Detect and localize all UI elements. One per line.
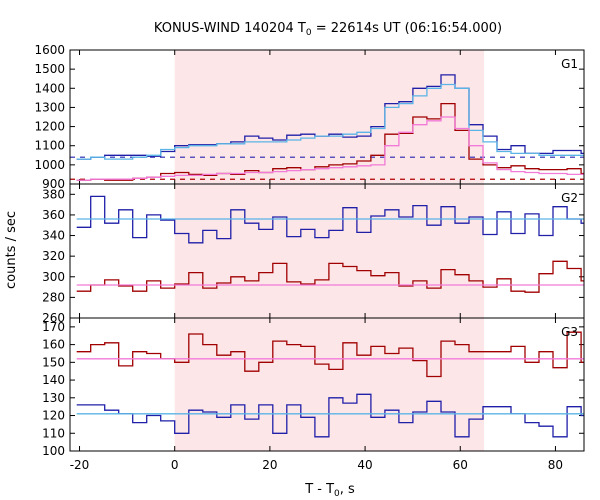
y-tick-label: 280 <box>42 290 65 304</box>
y-tick-label: 360 <box>42 208 65 222</box>
series-lightblue-step-line <box>76 83 584 160</box>
series-blue-step-line <box>76 195 584 244</box>
x-tick-label: 80 <box>548 458 563 472</box>
y-tick-label: 110 <box>42 426 65 440</box>
y-tick-label: 1100 <box>34 139 65 153</box>
y-tick-label: 1400 <box>34 81 65 95</box>
plot-area: 9001000110012001300140015001600G12602803… <box>34 43 585 472</box>
y-tick-label: 170 <box>42 320 65 334</box>
y-tick-label: 300 <box>42 270 65 284</box>
y-tick-label: 1300 <box>34 100 65 114</box>
y-tick-label: 1200 <box>34 120 65 134</box>
panel-label: G2 <box>561 191 578 205</box>
series-pink-step-line <box>76 116 584 181</box>
y-tick-label: 340 <box>42 229 65 243</box>
panel-frame <box>69 317 585 452</box>
x-tick-label: 40 <box>357 458 372 472</box>
series-red-step-line <box>76 260 584 293</box>
y-tick-label: 140 <box>42 373 65 387</box>
x-tick-label: -20 <box>70 458 90 472</box>
x-tick-label: 0 <box>171 458 179 472</box>
x-tick-label: 20 <box>262 458 277 472</box>
y-tick-label: 1500 <box>34 62 65 76</box>
panel-g1: 900 1000 1100 1200 1300 1400 1500 1600 G1 <box>34 43 585 191</box>
panel-g3: 100 110 120 130 140 150 160 170 G3 <box>42 317 585 458</box>
panel-label: G1 <box>561 57 578 71</box>
x-axis-label: T - T0, s <box>304 482 355 499</box>
y-tick-label: 1600 <box>34 43 65 57</box>
series-blue-step-line <box>76 393 584 438</box>
shaded-interval <box>174 50 485 184</box>
y-tick-label: 150 <box>42 355 65 369</box>
panel-label: G3 <box>561 325 578 339</box>
y-tick-label: 380 <box>42 187 65 201</box>
panel-g2: 260 280 300 320 340 360 380 G2 <box>42 183 585 325</box>
y-axis-label: counts / sec <box>4 211 19 289</box>
y-tick-label: 260 <box>42 311 65 325</box>
x-tick-label: 60 <box>453 458 468 472</box>
y-tick-label: 900 <box>42 177 65 191</box>
y-tick-label: 130 <box>42 391 65 405</box>
series-red-step-line <box>76 102 584 181</box>
y-tick-label: 120 <box>42 409 65 423</box>
series-red-step-line <box>76 331 584 378</box>
y-tick-label: 320 <box>42 249 65 263</box>
chart-title: KONUS-WIND 140204 T0 = 22614s UT (06:16:… <box>154 21 502 38</box>
shaded-interval <box>174 184 485 318</box>
y-tick-label: 1000 <box>34 158 65 172</box>
y-tick-label: 160 <box>42 338 65 352</box>
y-tick-label: 100 <box>42 444 65 458</box>
